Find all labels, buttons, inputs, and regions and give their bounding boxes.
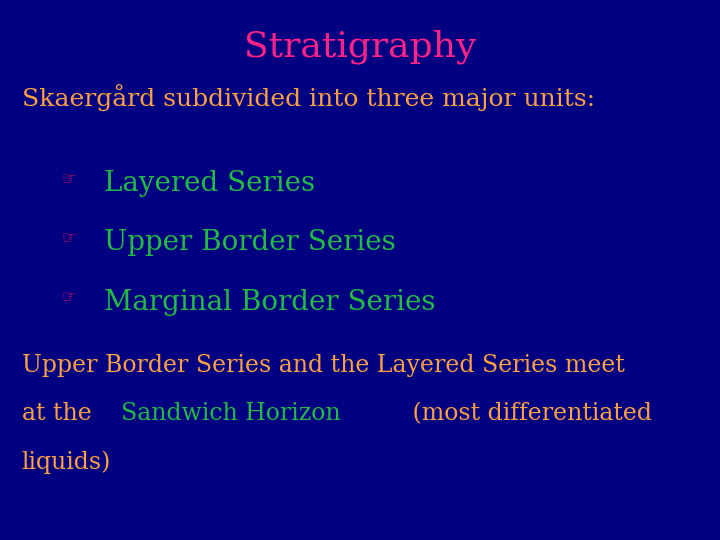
- Text: Skaergård subdivided into three major units:: Skaergård subdivided into three major un…: [22, 84, 595, 111]
- Text: Sandwich Horizon: Sandwich Horizon: [121, 402, 341, 426]
- Text: liquids): liquids): [22, 451, 111, 475]
- Text: Marginal Border Series: Marginal Border Series: [104, 289, 436, 316]
- Text: ☞: ☞: [61, 289, 76, 307]
- Text: (most differentiated: (most differentiated: [405, 402, 652, 426]
- Text: Upper Border Series and the Layered Series meet: Upper Border Series and the Layered Seri…: [22, 354, 624, 377]
- Text: Layered Series: Layered Series: [104, 170, 315, 197]
- Text: ☞: ☞: [61, 230, 76, 247]
- Text: Upper Border Series: Upper Border Series: [104, 230, 396, 256]
- Text: ☞: ☞: [61, 170, 76, 188]
- Text: Stratigraphy: Stratigraphy: [244, 30, 476, 64]
- Text: at the: at the: [22, 402, 99, 426]
